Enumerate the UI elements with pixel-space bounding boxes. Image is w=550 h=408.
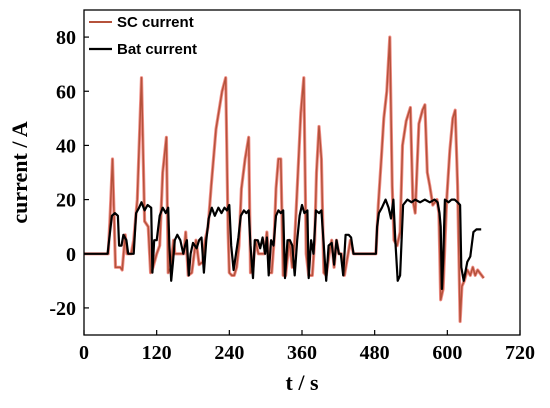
sc-current-line	[84, 36, 485, 323]
x-tick-label: 600	[432, 342, 462, 364]
y-tick-label: 0	[66, 244, 76, 266]
y-tick-label: 40	[56, 135, 76, 157]
x-tick-label: 720	[505, 342, 535, 364]
legend-sc-current-label: SC current	[117, 14, 194, 31]
bat-current-line	[84, 198, 482, 291]
y-tick-label: 20	[56, 190, 76, 212]
y-tick-label: 80	[56, 27, 76, 49]
x-tick-label: 120	[142, 342, 172, 364]
y-axis-label: current / A	[7, 121, 32, 223]
x-tick-label: 240	[214, 342, 244, 364]
series-layer	[84, 35, 485, 324]
plot-frame	[83, 9, 521, 336]
legend: SC current Bat current	[89, 14, 197, 58]
x-tick-label: 480	[360, 342, 390, 364]
x-tick-label: 360	[287, 342, 317, 364]
y-tick-label: -20	[49, 298, 76, 320]
x-axis-label: t / s	[286, 370, 319, 395]
legend-bat-current-label: Bat current	[117, 41, 197, 58]
x-tick-label: 0	[79, 342, 89, 364]
y-tick-label: 60	[56, 81, 76, 103]
